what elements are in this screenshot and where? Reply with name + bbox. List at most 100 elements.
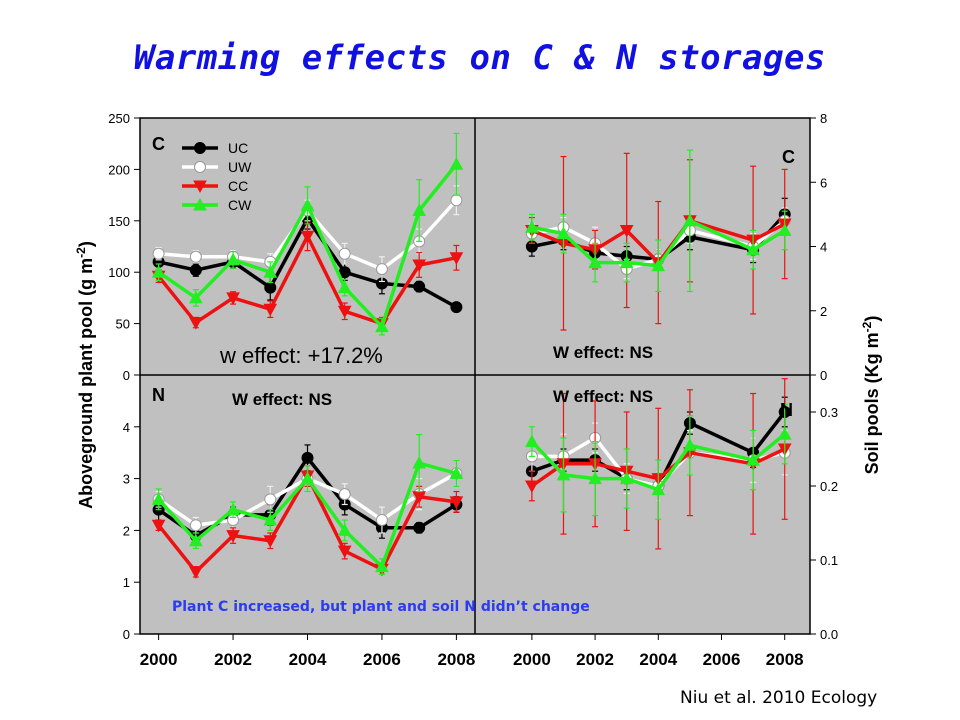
- bottom-left-CW-point: [412, 456, 427, 469]
- panel-label-top-right: C: [782, 147, 795, 167]
- right-top-axis-tick-label: 0: [820, 368, 827, 383]
- bottom-left-CC-point: [151, 519, 166, 533]
- top-left-CW-point: [188, 290, 203, 304]
- top-left-UC-point: [450, 301, 463, 314]
- bottom-right-CW-point: [556, 467, 571, 481]
- top-left-CW-point: [300, 198, 315, 211]
- right-top-axis-tick-label: 2: [820, 304, 827, 319]
- top-right-CW-point: [588, 255, 602, 269]
- right-top-axis-tick-label: 4: [820, 240, 827, 255]
- right-top-axis-tick-label: 6: [820, 175, 827, 190]
- top-left-CW-point: [151, 265, 166, 278]
- x-axis-left-tick-label: 2000: [140, 650, 178, 669]
- top-right-CW-point: [556, 226, 571, 240]
- bottom-right-CW-point: [588, 471, 602, 485]
- bottom-left-CW-point: [263, 512, 278, 526]
- top-right-CW-point: [525, 220, 539, 233]
- bottom-left-UW-point: [338, 488, 351, 501]
- panel-label-bottom-right: N: [780, 400, 793, 420]
- bottom-left-UC-point: [301, 451, 314, 464]
- legend-label-CW: CW: [228, 197, 252, 213]
- x-axis-left-tick-label: 2004: [289, 650, 327, 669]
- bottom-left-UW-point: [375, 514, 388, 527]
- top-left-UC-point: [264, 281, 277, 294]
- right-bottom-axis-tick-label: 0.3: [820, 405, 838, 420]
- left-top-axis-tick-label: 200: [108, 162, 130, 177]
- right-bottom-axis-tick-label: 0.2: [820, 479, 838, 494]
- right-axis-label: Soil pools (Kg m-2): [860, 316, 882, 475]
- top-left-UW-point: [189, 250, 202, 263]
- legend-label-UC: UC: [228, 140, 248, 156]
- left-top-axis-tick-label: 150: [108, 214, 130, 229]
- left-top-axis-tick-label: 250: [108, 111, 130, 126]
- bottom-left-UC-point: [413, 521, 426, 534]
- top-left-CC-point: [226, 292, 240, 305]
- top-left-CW-point: [263, 265, 278, 278]
- right-top-axis-tick-label: 8: [820, 111, 827, 126]
- bottom-left-CC-point: [263, 535, 278, 548]
- x-axis-left-tick-label: 2006: [363, 650, 401, 669]
- x-axis-right-tick-label: 2008: [766, 650, 804, 669]
- bottom-left-UW-point: [189, 519, 202, 532]
- left-axis-label: Aboveground plant pool (g m-2): [74, 241, 96, 509]
- left-bottom-axis-tick-label: 4: [123, 420, 130, 435]
- bottom-right-CC-line: [530, 447, 786, 488]
- top-left-CC-point: [188, 317, 203, 330]
- top-right-CW-point: [651, 258, 666, 272]
- legend-label-UW: UW: [228, 159, 252, 175]
- annotation-top-left: w effect: +17.2%: [219, 343, 383, 368]
- bottom-left-CW-point: [226, 502, 240, 516]
- x-axis-left-tick-label: 2008: [437, 650, 475, 669]
- top-left-UC-point: [413, 280, 426, 293]
- bottom-left-CC-point: [188, 566, 203, 579]
- bottom-left-CW-point: [188, 533, 203, 547]
- bottom-left-CW-point: [449, 466, 464, 479]
- bottom-left-CW-point: [151, 492, 166, 505]
- left-bottom-axis-tick-label: 3: [123, 472, 130, 487]
- top-right-CW-point: [777, 223, 792, 236]
- top-right-CW-point: [619, 255, 634, 269]
- x-axis-right-tick-label: 2006: [703, 650, 741, 669]
- x-axis-right-tick-label: 2004: [639, 650, 677, 669]
- top-left-CC-point: [412, 259, 427, 273]
- left-bottom-axis-tick-label: 0: [123, 627, 130, 642]
- top-left-UC-point: [189, 264, 202, 277]
- slide-title: Warming effects on C & N storages: [133, 38, 826, 78]
- bottom-left-CC-point: [226, 530, 240, 543]
- bottom-left-UW-point: [264, 493, 277, 506]
- top-left-UW-point: [152, 247, 165, 260]
- top-left-CC-point: [449, 252, 464, 265]
- top-left-CW-point: [449, 157, 464, 170]
- chart-axes: 25020015010050043210864200.30.20.10.0200…: [108, 111, 838, 669]
- top-left-UW-point: [338, 247, 351, 260]
- top-left-CC-point: [337, 305, 352, 319]
- bottom-right-CW-point: [777, 427, 792, 440]
- top-left-UW-point: [450, 194, 463, 207]
- top-right-CW-point: [683, 213, 697, 227]
- top-left-CW-point: [226, 252, 240, 266]
- top-right-CC-point: [619, 224, 634, 238]
- legend-label-CC: CC: [228, 178, 248, 194]
- right-bottom-axis-tick-label: 0.0: [820, 627, 838, 642]
- left-top-axis-tick-label: 50: [116, 317, 130, 332]
- bottom-left-CC-point: [449, 496, 464, 509]
- bottom-left-CC-point: [337, 545, 352, 559]
- left-top-axis-tick-label: 100: [108, 265, 130, 280]
- legend-marker-UC: [194, 142, 206, 154]
- top-left-CW-point: [412, 203, 427, 217]
- top-right-CW-point: [746, 242, 760, 256]
- annotation-bottom-right: W effect: NS: [553, 387, 653, 406]
- chart-panels: [139, 117, 811, 635]
- x-axis-right-tick-label: 2000: [513, 650, 551, 669]
- left-top-axis-tick-label: 0: [123, 368, 130, 383]
- bottom-right-CW-point: [746, 453, 760, 466]
- bottom-right-CW-point: [525, 434, 539, 448]
- legend-marker-UW: [194, 161, 206, 173]
- summary-note: Plant C increased, but plant and soil N …: [172, 599, 590, 615]
- panel-label-top-left: C: [152, 134, 165, 154]
- legend-marker-CW: [193, 197, 207, 211]
- top-left-CC-point: [300, 230, 315, 244]
- top-left-UW-point: [375, 263, 388, 276]
- bottom-left-CW-point: [300, 471, 315, 485]
- left-bottom-axis-tick-label: 1: [123, 575, 130, 590]
